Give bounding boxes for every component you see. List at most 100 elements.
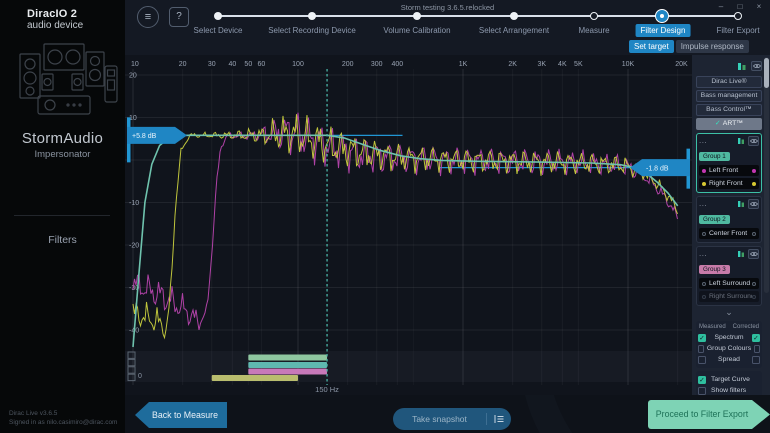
checkbox-corrected[interactable]: ✓ [752,333,760,342]
option-label: Target Curve [711,376,750,383]
group-menu-button[interactable]: ... [699,136,708,145]
scrollbar-thumb[interactable] [764,58,769,88]
sidebar: DiracIO 2 audio device StormAudio Impers… [0,0,125,433]
step-dot-done-1[interactable] [308,12,316,20]
module-button[interactable]: Dirac Live® [696,76,762,88]
module-button[interactable]: Bass Control™ [696,104,762,116]
module-button-art[interactable]: ✓ ART™ [696,118,762,130]
group-badge: Group 2 [699,215,730,224]
checkbox-show-filters[interactable] [698,386,706,395]
subtab-set-target[interactable]: Set target [629,40,674,53]
target-flag-high[interactable] [630,159,690,177]
band-slider-handle-icon[interactable] [127,358,136,367]
step-label[interactable]: Select Recording Device [268,26,356,35]
channel-marker-left [702,181,706,186]
channel-marker-right [752,181,756,186]
measured-curve-right-front [132,114,678,340]
db-tick-label: -20 [129,243,139,250]
group-box: ... Group 3 Left Surround Right Surround [696,246,762,306]
hamburger-menu-button[interactable]: ≡ [137,6,159,28]
filter-band[interactable] [248,354,328,361]
step-label[interactable]: Select Device [193,26,243,35]
target-flag-low[interactable] [127,126,187,144]
sidebar-item-filters[interactable]: Filters [48,234,77,246]
step-label[interactable]: Measure [578,26,610,35]
stepper-line [218,15,738,17]
option-row: Show filters [698,385,760,396]
spectrum-bars-icon [738,200,744,207]
maximize-button[interactable]: □ [737,2,743,11]
subtab-impulse-response[interactable]: Impulse response [675,40,749,53]
filter-band[interactable] [211,375,298,381]
frequency-response-chart[interactable]: 0 10 20 30 40 50 60 100 200 300 400 1K 2K 3K 4K 5K 10K 20… [125,55,692,395]
help-button[interactable]: ? [169,7,189,27]
group-menu-button[interactable]: ... [699,199,708,208]
step-dot-done-3[interactable] [510,12,518,20]
freq-tick-label: 10K [622,61,635,68]
checkbox-corrected[interactable] [752,355,760,364]
freq-tick-label: 20K [675,61,688,68]
checkbox-measured[interactable] [698,355,706,364]
step-dot-center [659,14,664,18]
channel-marker-left [702,294,706,299]
art-check-icon: ✓ [714,120,721,127]
matrix-row-label: Group Colours [706,345,752,352]
step-dot-active-5[interactable] [654,9,669,23]
checkbox-corrected[interactable] [754,344,760,353]
group-menu-button[interactable]: ... [699,249,708,258]
step-dot-todo-6[interactable] [734,12,742,20]
target-flag-high-label: -1.8 dB [646,165,669,172]
freq-tick-label: 10 [131,61,139,68]
close-button[interactable]: × [756,2,762,11]
signed-in-user: Signed in as nilo.casimiro@dirac.com [9,419,118,426]
group-header: ... [699,198,759,209]
checkbox-target-curve[interactable]: ✓ [698,375,706,384]
band-slider-handle-icon[interactable] [127,351,136,359]
scrollbar-track[interactable] [764,57,769,293]
channel-row[interactable]: Left Front [699,165,759,176]
matrix-row: Group Colours [698,343,760,354]
spectrum-bars-icon [738,250,744,257]
band-slider-handle-icon[interactable] [127,366,136,374]
freq-tick-label: 4K [558,61,567,68]
step-dot-done-2[interactable] [413,12,421,20]
filter-band[interactable] [248,362,328,368]
panel-header [696,58,762,73]
channel-row[interactable]: Center Front [699,228,759,239]
freq-tick-label: 400 [391,61,403,68]
chevron-down-icon[interactable]: ⌄ [725,307,733,317]
checkbox-measured[interactable]: ✓ [698,333,706,342]
group-badge: Group 3 [699,265,730,274]
checkbox-measured[interactable] [698,344,704,353]
step-dot-done-0[interactable] [214,12,222,20]
channel-row[interactable]: Right Front [699,178,759,189]
group-visibility-icon[interactable] [748,135,759,146]
visibility-toggle-icon[interactable] [751,60,762,71]
step-label[interactable]: Select Arrangement [478,26,550,35]
window-controls: – □ × [716,2,764,11]
channel-row[interactable]: Left Surround [699,278,759,289]
freq-tick-label: 200 [342,61,354,68]
proceed-to-filter-export-button[interactable]: Proceed to Filter Export [648,400,770,429]
step-label[interactable]: Filter Export [716,26,760,35]
freq-tick-label: 5K [574,61,583,68]
group-visibility-icon[interactable] [748,248,759,259]
channel-label: Right Front [709,180,743,187]
minimize-button[interactable]: – [718,2,724,11]
step-dot-todo-4[interactable] [590,12,598,20]
step-label[interactable]: Volume Calibration [383,26,451,35]
speaker-system-illustration [19,43,118,115]
module-button[interactable]: Bass management [696,90,762,102]
take-snapshot-button[interactable]: Take snapshot [393,408,511,430]
band-slider-handle-icon[interactable] [127,373,136,382]
app-version: Dirac Live v3.6.5 [9,410,58,417]
channel-marker-left [702,168,706,173]
freq-tick-label: 3K [537,61,546,68]
back-to-measure-button[interactable]: Back to Measure [135,402,227,428]
channel-row[interactable]: Right Surround [699,291,759,302]
filter-band[interactable] [248,368,328,375]
snapshot-history-icon[interactable] [487,414,511,424]
channel-marker-right [752,294,756,299]
group-visibility-icon[interactable] [748,198,759,209]
step-label[interactable]: Filter Design [635,24,691,37]
